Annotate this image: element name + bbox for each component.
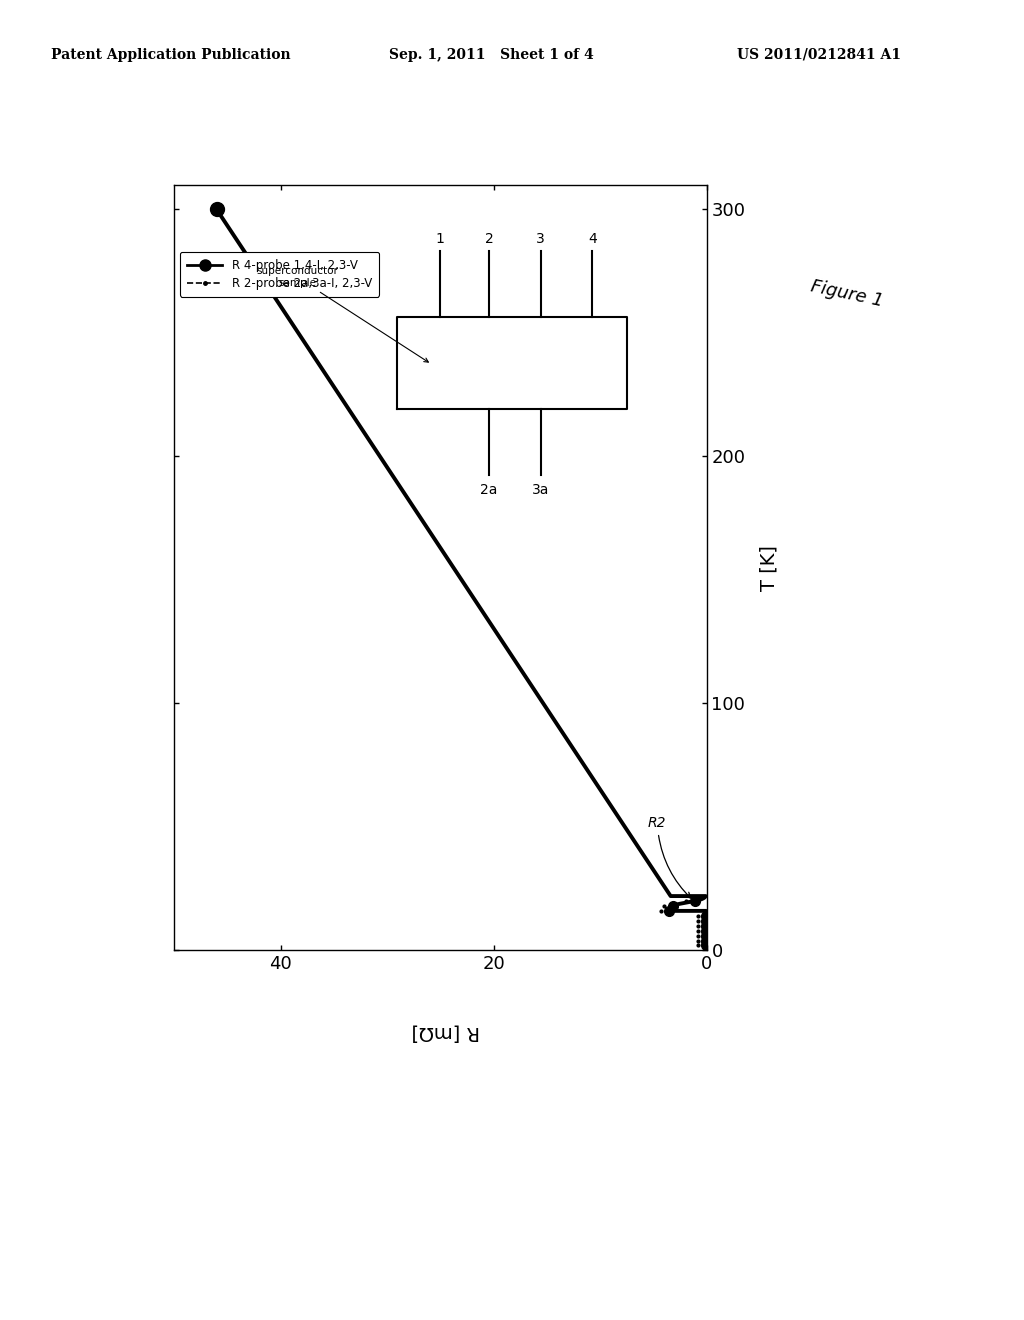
Text: Sep. 1, 2011   Sheet 1 of 4: Sep. 1, 2011 Sheet 1 of 4 [389, 48, 594, 62]
Text: R [mΩ]: R [mΩ] [412, 1023, 479, 1041]
Text: US 2011/0212841 A1: US 2011/0212841 A1 [737, 48, 901, 62]
Legend: R 4-probe 1,4-I, 2,3-V, R 2-probe 2a,3a-I, 2,3-V: R 4-probe 1,4-I, 2,3-V, R 2-probe 2a,3a-… [180, 252, 379, 297]
Text: R2: R2 [648, 816, 691, 898]
Text: Patent Application Publication: Patent Application Publication [51, 48, 291, 62]
Text: superconductor
sample: superconductor sample [256, 267, 428, 362]
Text: 4: 4 [588, 231, 597, 246]
Text: Figure 1: Figure 1 [809, 277, 885, 310]
Text: 2: 2 [484, 231, 494, 246]
Text: 2a: 2a [480, 483, 498, 498]
Text: 1: 1 [436, 231, 444, 246]
Text: 3: 3 [537, 231, 545, 246]
Text: 3a: 3a [532, 483, 549, 498]
Y-axis label: T [K]: T [K] [760, 545, 778, 590]
